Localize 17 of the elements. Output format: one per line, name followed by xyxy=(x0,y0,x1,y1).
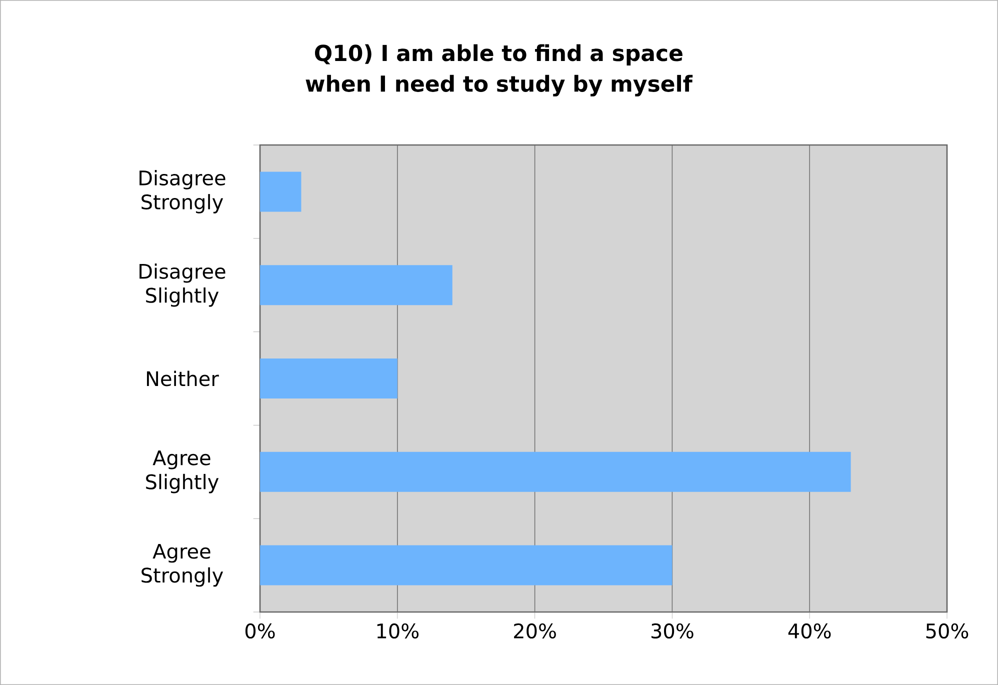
y-tick-label: Agree Strongly xyxy=(142,544,224,587)
bar xyxy=(260,358,398,399)
x-tick-label: 50% xyxy=(926,623,968,639)
bar xyxy=(260,545,672,586)
bar xyxy=(260,172,302,212)
y-tick-label: Disagree Strongly xyxy=(140,170,226,214)
y-tick-label: Agree Slightly xyxy=(146,450,219,494)
x-tick-label: 0% xyxy=(245,623,275,639)
bar xyxy=(260,265,452,306)
y-tick-label: Neither xyxy=(146,370,219,386)
x-tick-label: 20% xyxy=(514,623,556,639)
x-tick-label: 10% xyxy=(377,623,419,639)
bar xyxy=(260,452,851,492)
x-tick-label: 30% xyxy=(652,623,694,639)
x-tick-label: 40% xyxy=(788,623,831,639)
y-tick-label: Disagree Slightly xyxy=(140,263,226,307)
chart-title: Q10) I am able to find a space when I need to study by myself xyxy=(306,44,693,96)
